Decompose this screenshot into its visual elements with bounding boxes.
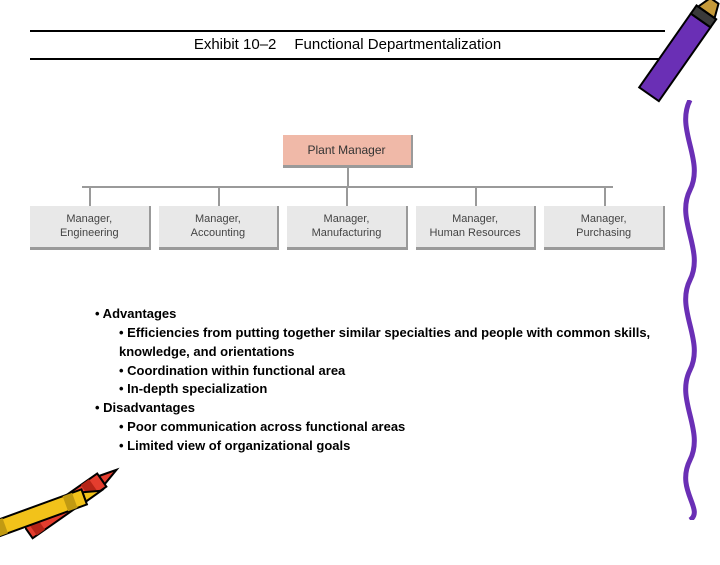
header-rule-bottom [30,58,665,60]
wave-right [670,100,710,520]
section-heading: • Advantages [95,305,660,324]
org-child: Manager,Human Resources [416,188,537,250]
org-connector-v [89,188,91,206]
org-child: Manager,Purchasing [544,188,665,250]
org-child-line2: Manufacturing [291,226,402,240]
org-connector-v [346,188,348,206]
org-connector-hline [82,186,613,188]
org-child-node: Manager,Human Resources [416,206,537,250]
section-item: • Efficiencies from putting together sim… [119,324,660,362]
org-chart: Plant Manager Manager,EngineeringManager… [30,135,665,250]
org-child-line1: Manager, [34,212,145,226]
section-item: • Coordination within functional area [119,362,660,381]
org-top-node: Plant Manager [283,135,413,168]
org-child-node: Manager,Accounting [159,206,280,250]
title-row: Exhibit 10–2 Functional Departmentalizat… [30,36,665,53]
org-child: Manager,Manufacturing [287,188,408,250]
org-child-line2: Engineering [34,226,145,240]
org-child-line2: Accounting [163,226,274,240]
crayon-top-right [635,0,720,110]
org-top-label: Plant Manager [307,143,385,157]
org-child-line1: Manager, [163,212,274,226]
org-child-node: Manager,Purchasing [544,206,665,250]
org-connector-drop [347,168,349,186]
section-item: • In-depth specialization [119,380,660,399]
org-connector-v [218,188,220,206]
body-text: • Advantages• Efficiencies from putting … [95,305,660,456]
org-child: Manager,Engineering [30,188,151,250]
org-child-line2: Human Resources [420,226,531,240]
org-child-line2: Purchasing [548,226,659,240]
org-child-line1: Manager, [548,212,659,226]
exhibit-title: Functional Departmentalization [294,36,501,53]
section-item: • Limited view of organizational goals [119,437,660,456]
header-rule-top [30,30,665,32]
exhibit-number: Exhibit 10–2 [194,36,277,53]
org-connector-v [475,188,477,206]
org-children: Manager,EngineeringManager,AccountingMan… [30,188,665,250]
section-item: • Poor communication across functional a… [119,418,660,437]
org-child-line1: Manager, [291,212,402,226]
org-child-node: Manager,Engineering [30,206,151,250]
org-child-line1: Manager, [420,212,531,226]
section-heading: • Disadvantages [95,399,660,418]
org-connector-v [604,188,606,206]
org-child-node: Manager,Manufacturing [287,206,408,250]
org-child: Manager,Accounting [159,188,280,250]
crayon-bottom-yellow [0,475,110,565]
